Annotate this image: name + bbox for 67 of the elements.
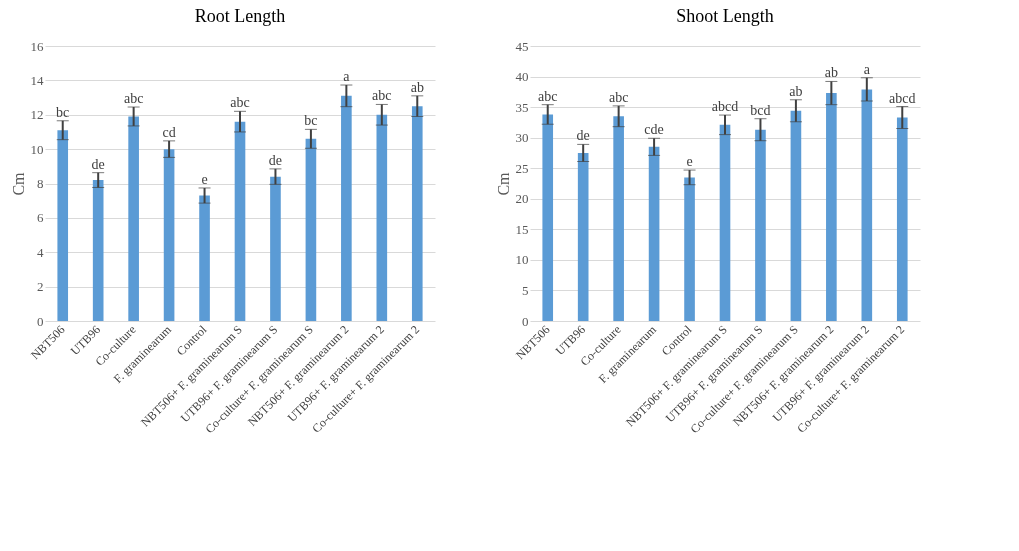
annotation: bcd	[750, 102, 771, 118]
bar	[57, 130, 69, 321]
bar	[411, 106, 423, 321]
y-tick-label: 12	[30, 107, 44, 123]
bar	[305, 138, 317, 321]
bar	[376, 114, 388, 321]
bar	[341, 95, 352, 321]
y-tick-label: 16	[30, 38, 44, 54]
annotation: abc	[608, 89, 629, 105]
y-tick-label: 40	[515, 69, 529, 85]
annotation: ab	[789, 83, 803, 99]
annotation: e	[686, 154, 693, 170]
annotation: abc	[538, 88, 558, 104]
annotation: abc	[372, 88, 392, 104]
y-tick-label: 4	[37, 244, 44, 260]
annotation: de	[91, 156, 105, 172]
annotation: abc	[230, 95, 250, 111]
y-tick-label: 35	[515, 99, 529, 115]
annotation: abcd	[711, 99, 739, 115]
bar	[270, 176, 281, 321]
bar	[542, 114, 554, 321]
annotation: de	[268, 152, 283, 168]
y-tick-label: 20	[515, 191, 529, 207]
annotation: bc	[304, 113, 318, 129]
y-tick-label: 10	[30, 141, 44, 157]
bar	[648, 146, 660, 321]
y-tick-label: 8	[37, 176, 44, 191]
bar	[719, 124, 731, 321]
annotation: abcd	[889, 90, 916, 106]
bar	[199, 195, 210, 321]
y-tick-label: 0	[522, 313, 529, 329]
y-tick-label: 5	[522, 282, 529, 298]
y-tick-label: 10	[515, 252, 529, 268]
annotation: bc	[56, 104, 70, 120]
y-tick-label: 0	[37, 313, 44, 329]
annotation: abc	[123, 91, 144, 107]
annotation: ab	[410, 79, 424, 95]
bar	[234, 121, 246, 321]
y-tick-label: 15	[515, 221, 529, 237]
bar	[755, 129, 766, 321]
bar	[128, 116, 139, 321]
bar	[790, 110, 802, 321]
y-tick-label: 6	[37, 210, 44, 226]
y-tick-label: 45	[515, 38, 529, 54]
annotation: a	[343, 69, 351, 85]
y-tick-label: 2	[37, 279, 44, 295]
annotation: cd	[162, 124, 176, 140]
annotation: de	[576, 128, 590, 144]
bar	[577, 152, 589, 321]
y-tick-label: 14	[30, 72, 44, 88]
bar	[613, 116, 624, 321]
y-tick-label: 30	[515, 130, 529, 146]
bar	[861, 89, 873, 321]
bar	[163, 149, 175, 321]
bar	[92, 180, 104, 321]
bar	[684, 177, 695, 321]
chart-title: Root Length	[194, 6, 286, 26]
chart-title: Shoot Length	[676, 6, 774, 26]
bar	[826, 93, 837, 321]
annotation: e	[201, 171, 208, 187]
y-axis-title: Cm	[494, 171, 512, 196]
annotation: ab	[824, 65, 838, 81]
y-tick-label: 25	[515, 160, 529, 176]
bar	[896, 117, 908, 321]
annotation: cde	[644, 122, 664, 138]
y-axis-title: Cm	[9, 171, 27, 196]
annotation: a	[863, 61, 871, 77]
